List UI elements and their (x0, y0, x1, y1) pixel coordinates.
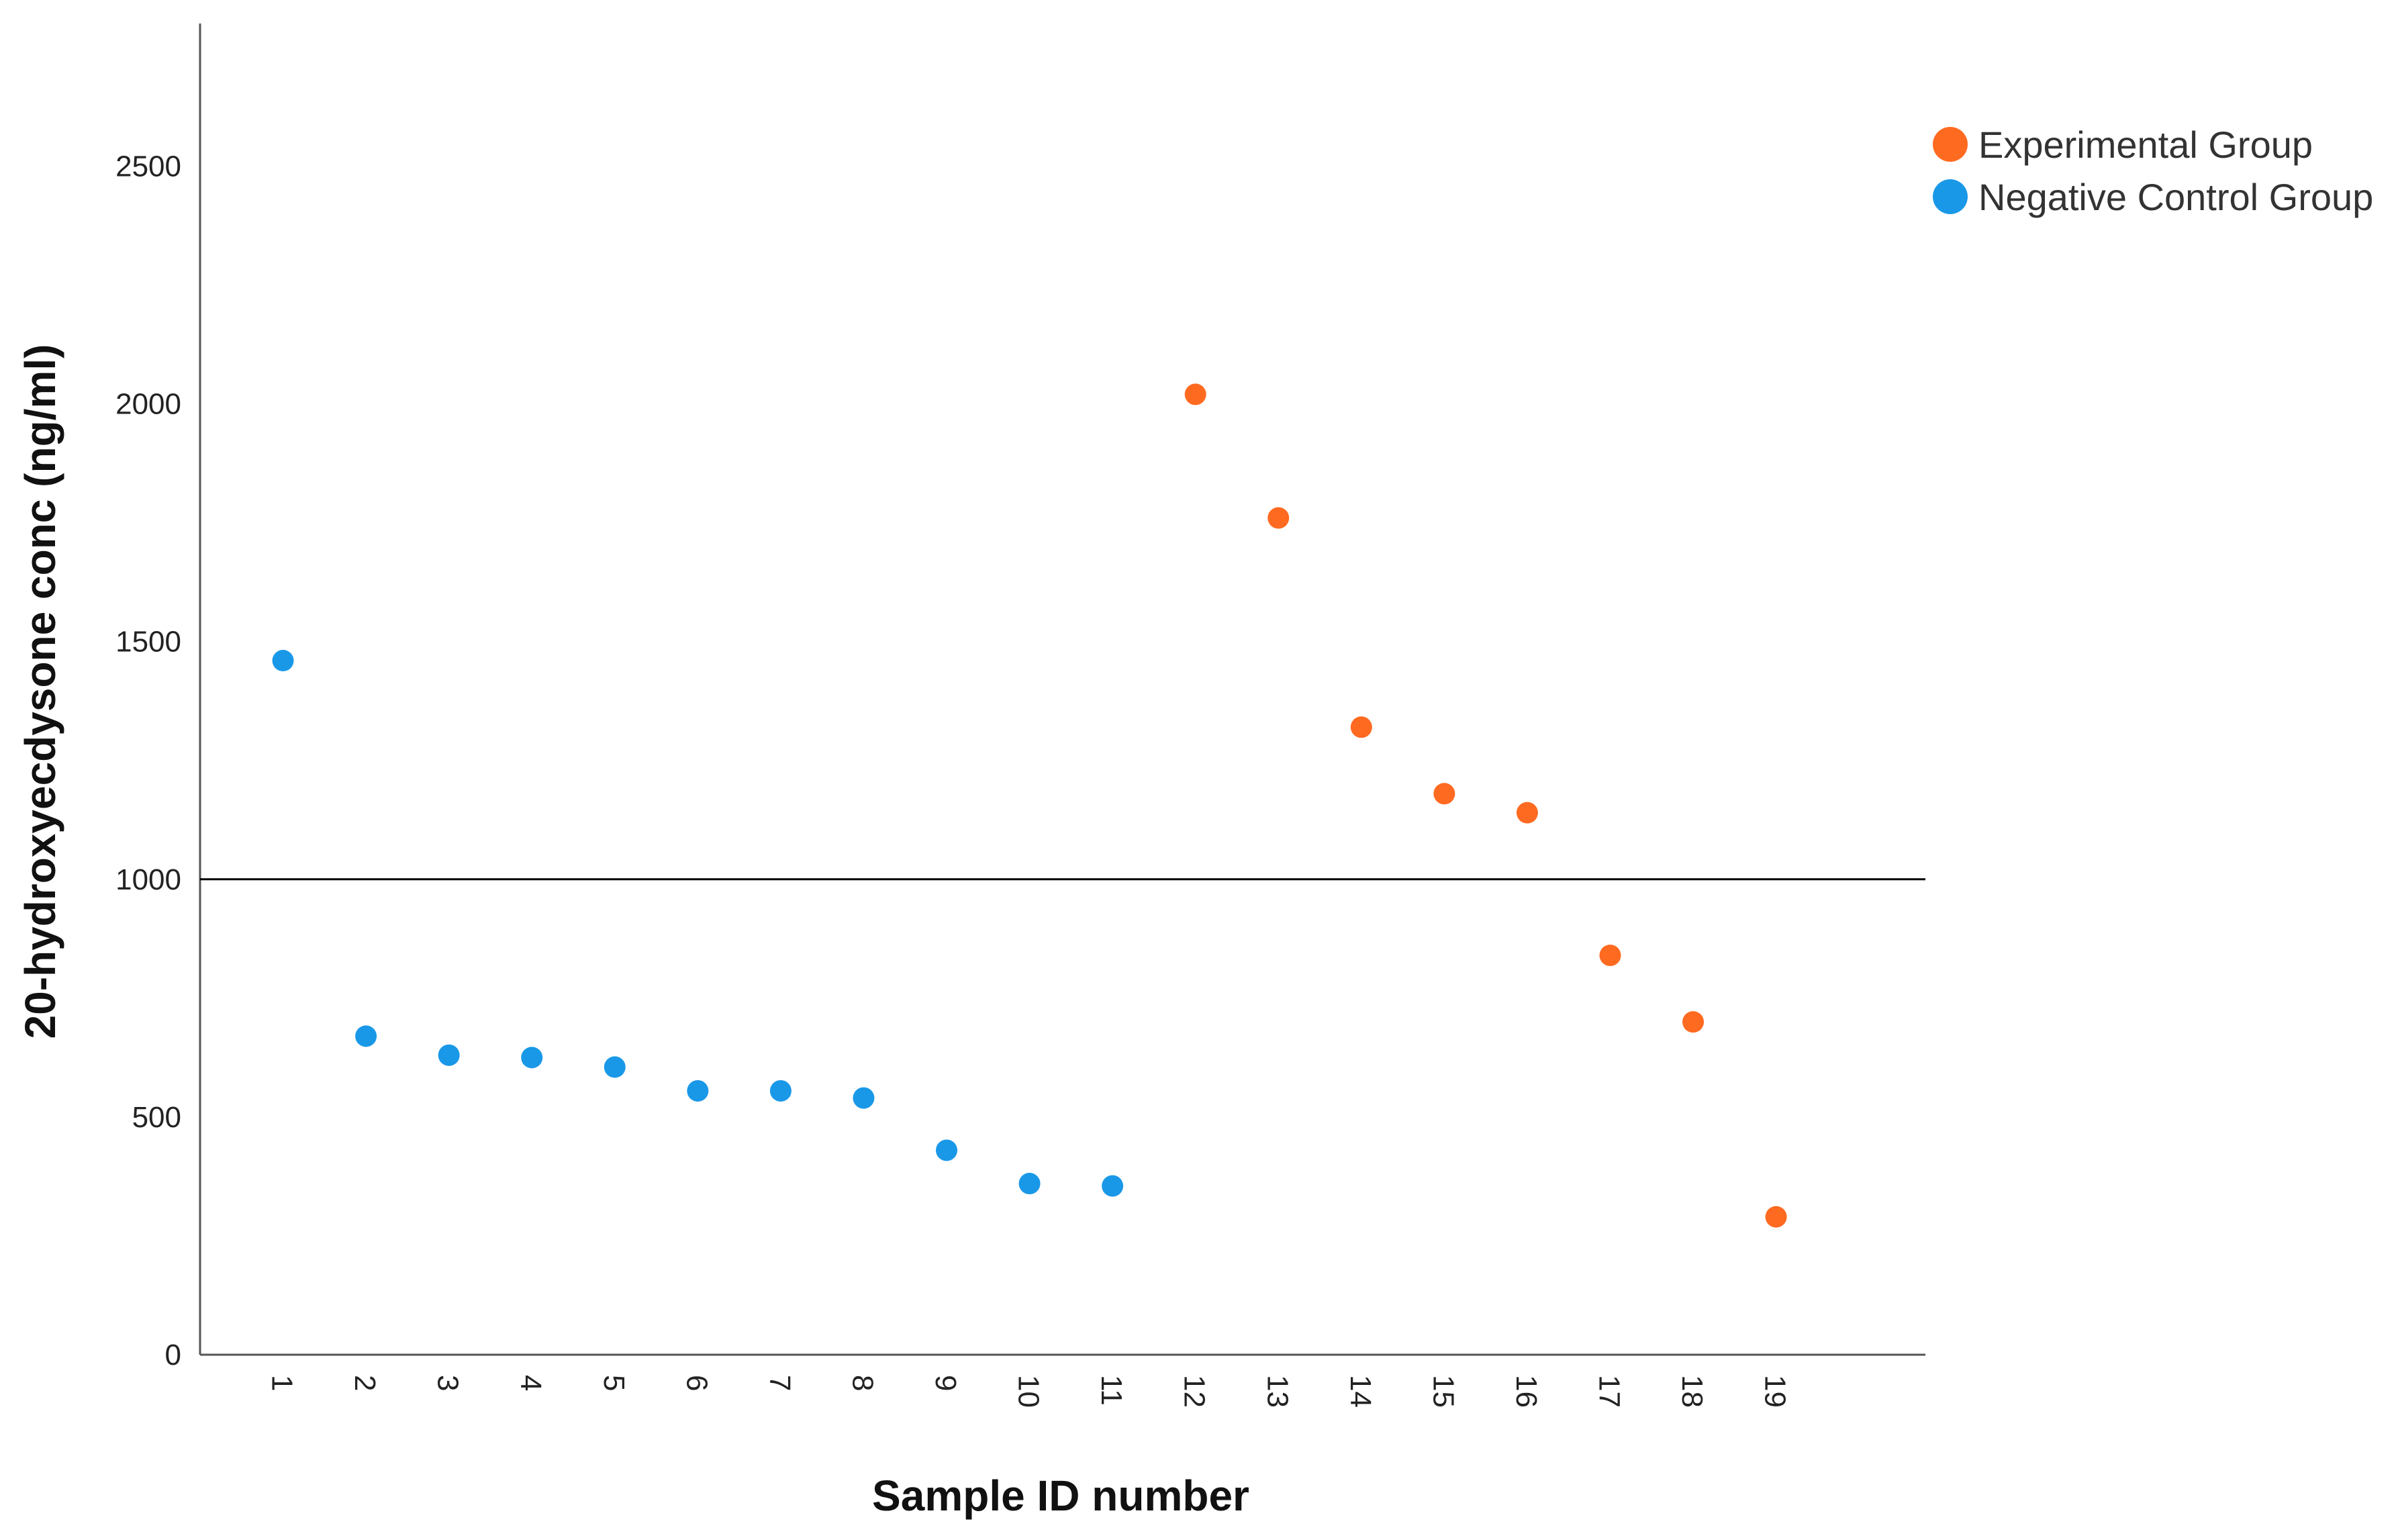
y-tick-label: 500 (132, 1101, 181, 1134)
legend-marker (1933, 179, 1968, 214)
y-tick-label: 1500 (115, 626, 181, 659)
x-tick-label: 13 (1261, 1375, 1294, 1408)
x-tick-label: 7 (763, 1375, 796, 1391)
data-point (1682, 1011, 1705, 1033)
x-tick-label: 10 (1012, 1375, 1045, 1408)
data-point (604, 1056, 626, 1078)
x-tick-label: 9 (929, 1375, 962, 1391)
x-tick-label: 3 (432, 1375, 465, 1391)
x-tick-label: 6 (680, 1375, 713, 1391)
x-tick-label: 1 (266, 1375, 299, 1391)
legend-label: Experimental Group (1978, 124, 2313, 166)
x-tick-label: 4 (514, 1375, 547, 1391)
x-tick-label: 12 (1178, 1375, 1211, 1408)
data-point (936, 1139, 958, 1161)
data-point (1018, 1173, 1041, 1195)
data-point (1599, 945, 1621, 967)
x-tick-label: 18 (1676, 1375, 1709, 1408)
data-point (1184, 383, 1206, 405)
data-point (687, 1079, 709, 1102)
x-axis-title: Sample ID number (872, 1472, 1249, 1520)
y-tick-label: 0 (165, 1339, 181, 1371)
axes (199, 23, 1925, 1356)
data-point (1433, 783, 1455, 805)
data-point (521, 1047, 543, 1069)
x-tick-label: 16 (1510, 1375, 1543, 1408)
data-point (1765, 1206, 1787, 1228)
data-points (272, 383, 1787, 1228)
x-tick-label: 2 (348, 1375, 381, 1391)
x-tick-label: 8 (846, 1375, 879, 1391)
legend-label: Negative Control Group (1978, 176, 2373, 218)
data-point (1516, 802, 1538, 824)
data-point (853, 1087, 875, 1109)
y-axis-title: 20-hydroxyecdysone conc (ng/ml) (16, 344, 64, 1039)
y-tick-label: 1000 (115, 863, 181, 896)
data-point (1350, 716, 1372, 738)
legend: Experimental Group Negative Control Group (1933, 124, 2373, 218)
x-tick-label: 11 (1095, 1375, 1128, 1406)
data-point (1102, 1175, 1124, 1197)
axis-titles: Sample ID number 20-hydroxyecdysone conc… (16, 344, 1249, 1520)
legend-marker (1933, 127, 1968, 162)
x-tick-label: 5 (597, 1375, 630, 1391)
data-point (438, 1044, 460, 1066)
x-tick-label: 19 (1759, 1375, 1792, 1408)
y-tick-label: 2000 (115, 388, 181, 421)
y-tick-label: 2500 (115, 150, 181, 183)
data-point (1267, 507, 1290, 529)
data-point (355, 1025, 377, 1047)
x-tick-label: 14 (1344, 1375, 1377, 1408)
x-tick-label: 15 (1427, 1375, 1459, 1408)
data-point (769, 1079, 792, 1102)
x-tick-label: 17 (1592, 1375, 1625, 1408)
data-point (272, 650, 294, 672)
